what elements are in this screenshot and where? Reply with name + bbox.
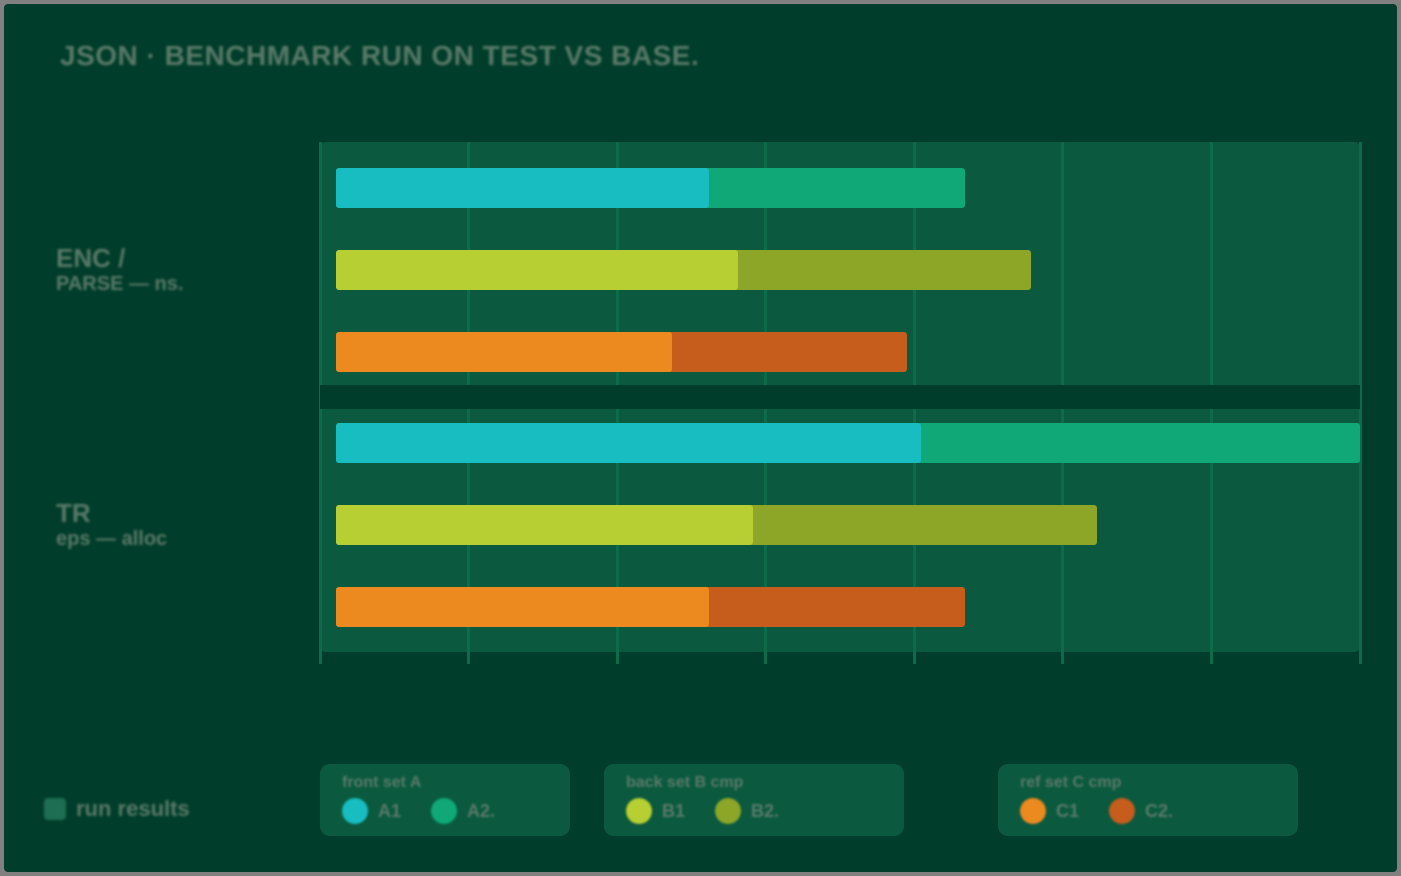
- category-divider: [320, 385, 1360, 409]
- category-label-0-line2: PARSE — ns.: [56, 273, 296, 296]
- category-label-0-line1: ENC /: [56, 244, 296, 274]
- x-axis-ticks: [320, 652, 1360, 664]
- category-label-1-line2: eps — alloc: [56, 528, 296, 551]
- legend-swatch: [431, 798, 457, 824]
- legend-swatch: [1109, 798, 1135, 824]
- legend-label: A1: [378, 801, 401, 822]
- bar: [336, 332, 672, 372]
- x-tick: [616, 652, 619, 664]
- legend-item: B1: [626, 798, 685, 824]
- legend-label: C1: [1056, 801, 1079, 822]
- bar: [336, 250, 738, 290]
- legend-title: back set B cmp: [626, 774, 882, 792]
- legend-label: B2.: [751, 801, 779, 822]
- footer-note: run results: [44, 796, 190, 822]
- legend-title: ref set C cmp: [1020, 774, 1276, 792]
- chart-title: JSON · BENCHMARK RUN ON TEST VS BASE.: [60, 40, 699, 72]
- legend-box: ref set C cmp C1 C2.: [998, 764, 1298, 836]
- legend-items: C1 C2.: [1020, 798, 1276, 824]
- x-tick: [913, 652, 916, 664]
- x-tick: [1210, 652, 1213, 664]
- legend-items: B1 B2.: [626, 798, 882, 824]
- legend-swatch: [715, 798, 741, 824]
- category-label-1: TR eps — alloc: [56, 499, 296, 552]
- legend-item: B2.: [715, 798, 779, 824]
- x-tick: [1061, 652, 1064, 664]
- x-tick: [1359, 652, 1362, 664]
- legend-box: back set B cmp B1 B2.: [604, 764, 904, 836]
- footer-note-icon: [44, 798, 66, 820]
- chart-panel: JSON · BENCHMARK RUN ON TEST VS BASE. EN…: [4, 4, 1397, 872]
- x-tick: [764, 652, 767, 664]
- category-label-1-line1: TR: [56, 499, 296, 529]
- legend-label: C2.: [1145, 801, 1173, 822]
- legend-item: C1: [1020, 798, 1079, 824]
- legend-box: front set A A1 A2.: [320, 764, 570, 836]
- footer-note-text: run results: [76, 796, 190, 822]
- bar: [336, 423, 921, 463]
- category-label-0: ENC / PARSE — ns.: [56, 244, 296, 297]
- legend-swatch: [342, 798, 368, 824]
- legend-items: A1 A2.: [342, 798, 548, 824]
- legend-swatch: [1020, 798, 1046, 824]
- x-tick: [467, 652, 470, 664]
- legend-title: front set A: [342, 774, 548, 792]
- legend-item: A1: [342, 798, 401, 824]
- legend-item: A2.: [431, 798, 495, 824]
- bar: [336, 168, 709, 208]
- legend-item: C2.: [1109, 798, 1173, 824]
- legend-label: B1: [662, 801, 685, 822]
- bar: [336, 587, 709, 627]
- bar: [336, 505, 753, 545]
- legend-label: A2.: [467, 801, 495, 822]
- x-tick: [319, 652, 322, 664]
- legend-swatch: [626, 798, 652, 824]
- plot-area: [320, 142, 1360, 652]
